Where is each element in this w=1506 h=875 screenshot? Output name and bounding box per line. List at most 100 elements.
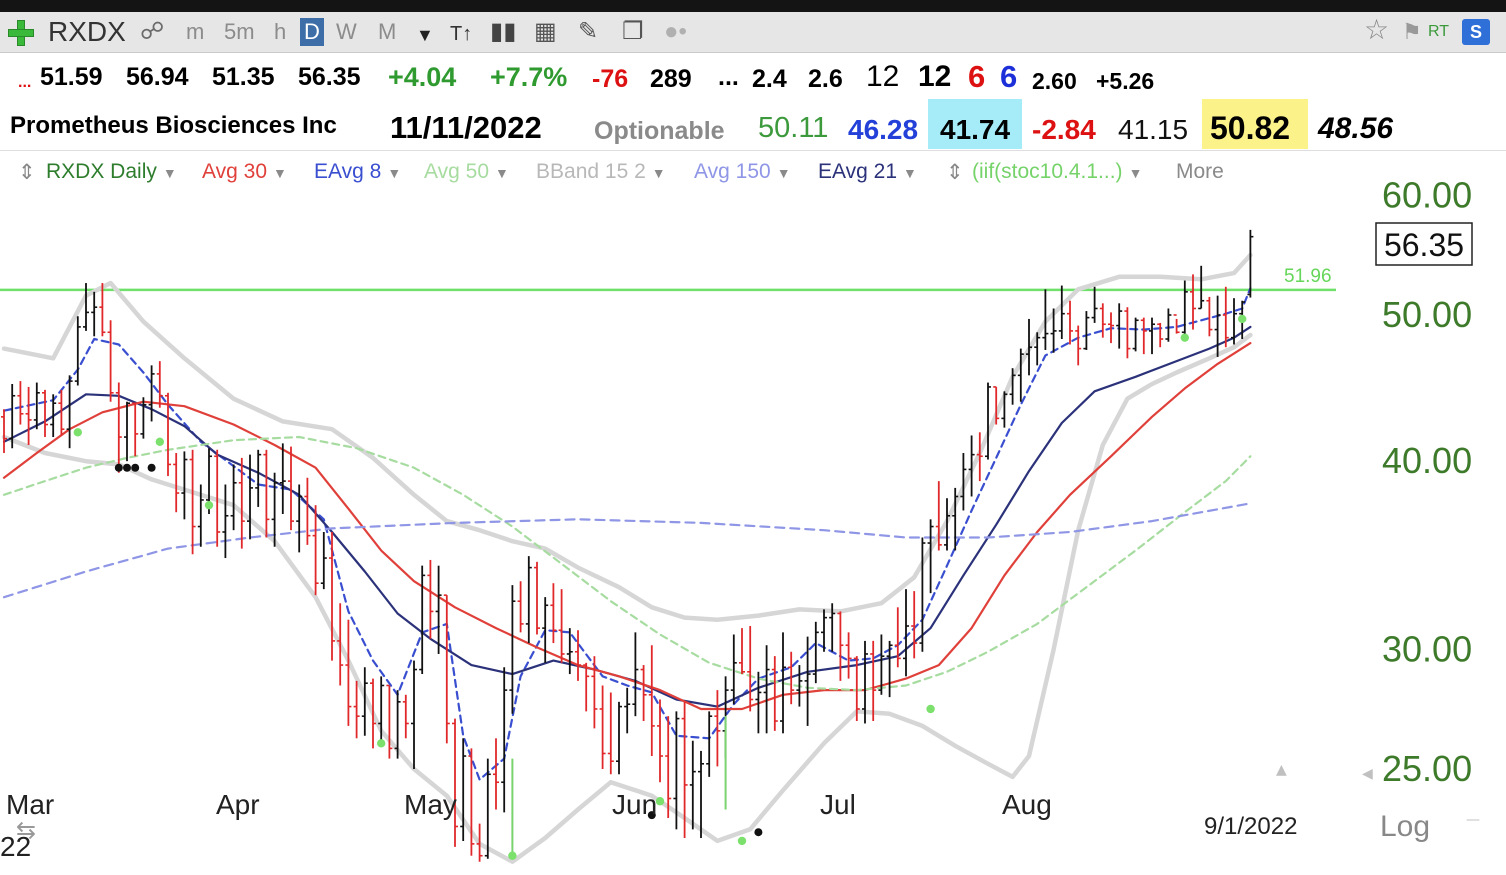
indicator-dropdown-icon[interactable]: ▼ — [273, 165, 287, 181]
add-plus-icon[interactable] — [8, 20, 34, 46]
scroll-arrows-icon[interactable]: ⇆ — [16, 816, 36, 844]
price-bar — [812, 621, 819, 684]
green-signal-dot — [926, 704, 935, 714]
indicator-1[interactable]: Avg 30 ▼ — [202, 160, 287, 184]
price-bar — [657, 699, 663, 783]
collapse-icon[interactable]: — — [1466, 812, 1480, 828]
log-scale-toggle[interactable]: Log — [1380, 810, 1430, 843]
indicator-dropdown-icon[interactable]: ▼ — [387, 165, 402, 181]
price-bar — [624, 687, 631, 734]
timeframe-hour[interactable]: h — [274, 19, 287, 44]
price-bar — [493, 738, 499, 810]
indicator-0[interactable]: RXDX Daily ▼ — [46, 160, 177, 184]
quote-field-6: 50.82 — [1210, 110, 1291, 146]
indicator-dropdown-icon[interactable]: ▼ — [1128, 165, 1143, 181]
price-bar — [214, 449, 221, 547]
bollinger-lower-line — [1, 332, 1253, 864]
quote-value-8: 6 — [1000, 59, 1018, 94]
s-button[interactable]: S — [1462, 19, 1490, 45]
y-tick-label: 40.00 — [1382, 440, 1472, 481]
indicator-dropdown-icon[interactable]: ▼ — [162, 165, 177, 181]
price-bar — [148, 365, 155, 422]
notes-icon[interactable]: ❐ — [622, 18, 644, 45]
price-bar — [173, 453, 180, 513]
y-tick-label: 50.00 — [1382, 294, 1472, 335]
green-signal-dot — [73, 428, 83, 437]
price-bar — [50, 394, 57, 438]
x-tick-label: Jun — [612, 789, 657, 820]
realtime-label[interactable]: RT — [1428, 23, 1450, 40]
timeframe-5min[interactable]: 5m — [224, 19, 255, 44]
price-bar — [796, 665, 803, 707]
price-bar — [706, 711, 713, 777]
last-date-label: 9/1/2022 — [1204, 813, 1297, 840]
quote-change: +4.04 — [388, 62, 457, 92]
drag-handle-icon[interactable]: ⇕ — [946, 161, 964, 184]
bar-chart-icon[interactable]: ▮▮ — [490, 18, 517, 45]
quote-field-7: 48.56 — [1318, 112, 1394, 145]
timeframe-dropdown-icon[interactable]: ▼ — [416, 25, 434, 45]
price-bar — [165, 392, 171, 477]
indicator-label-0: RXDX Daily — [46, 160, 157, 183]
price-bar — [976, 432, 983, 482]
timeframe-weekly[interactable]: W — [336, 19, 357, 44]
price-bar — [804, 636, 811, 726]
indicator-dropdown-icon[interactable]: ▼ — [495, 165, 509, 181]
window-top-bar — [0, 0, 1506, 12]
price-bar — [558, 589, 565, 663]
price-bar — [1058, 285, 1065, 340]
quote-low: 51.35 — [212, 63, 275, 91]
price-bar — [886, 640, 893, 698]
indicator-7[interactable]: (iif(stoc10.4.1...) ▼ — [972, 160, 1142, 184]
flag-icon[interactable]: ⚑ — [1402, 19, 1422, 44]
last-price-label: 56.35 — [1384, 227, 1464, 263]
indicator-6[interactable]: EAvg 21 ▼ — [818, 160, 917, 184]
timeframe-monthly[interactable]: M — [378, 19, 397, 44]
quote-open: 51.59 — [40, 63, 103, 91]
more-button[interactable]: More — [1176, 160, 1224, 183]
scroll-up-icon[interactable]: ▲ — [1276, 762, 1287, 778]
price-bar — [607, 692, 614, 775]
price-bar — [370, 678, 376, 749]
price-bar — [714, 690, 721, 767]
price-bar — [329, 531, 335, 661]
price-bar — [288, 446, 294, 531]
grid-add-icon[interactable]: ▦ — [534, 18, 557, 45]
price-bar — [894, 607, 901, 668]
price-bar — [1132, 317, 1139, 352]
y-tick-label: 30.00 — [1382, 629, 1472, 670]
link-icon[interactable]: ☍ — [140, 18, 165, 45]
indicator-3[interactable]: Avg 50 ▼ — [424, 160, 509, 184]
price-bar — [1026, 318, 1032, 376]
price-bar — [476, 823, 483, 862]
quote-field-3: 41.74 — [940, 114, 1011, 145]
price-bar — [1140, 317, 1147, 355]
price-bar — [1083, 311, 1090, 350]
price-bar — [944, 498, 950, 551]
symbol-box[interactable]: RXDX — [48, 16, 126, 47]
share-icon[interactable]: ●• — [664, 18, 687, 45]
indicator-4[interactable]: BBand 15 2 ▼ — [536, 160, 666, 184]
timeframe-minute[interactable]: m — [186, 19, 205, 44]
pencil-icon[interactable]: ✎ — [578, 18, 599, 45]
price-bar — [878, 634, 885, 695]
indicator-label-5: Avg 150 — [694, 160, 771, 183]
price-bar — [435, 565, 442, 654]
price-bar — [730, 634, 737, 705]
black-signal-dot — [123, 463, 131, 472]
indicator-dropdown-icon[interactable]: ▼ — [651, 165, 666, 181]
indicator-5[interactable]: Avg 150 ▼ — [694, 160, 791, 184]
scroll-left-icon[interactable]: ◀ — [1362, 766, 1373, 782]
indicator-dropdown-icon[interactable]: ▼ — [903, 165, 917, 181]
text-tool-icon[interactable]: T↑ — [450, 23, 473, 45]
timeframe-daily[interactable]: D — [300, 18, 324, 46]
price-bar — [9, 384, 16, 449]
price-bar — [747, 626, 754, 712]
indicator-dropdown-icon[interactable]: ▼ — [776, 165, 791, 181]
drag-handle-icon[interactable]: ⇕ — [18, 161, 36, 184]
indicator-2[interactable]: EAvg 8 ▼ — [314, 160, 401, 184]
star-icon[interactable]: ☆ — [1364, 14, 1390, 45]
x-year-label: 22 — [0, 831, 31, 862]
company-name: Prometheus Biosciences Inc — [10, 112, 337, 139]
